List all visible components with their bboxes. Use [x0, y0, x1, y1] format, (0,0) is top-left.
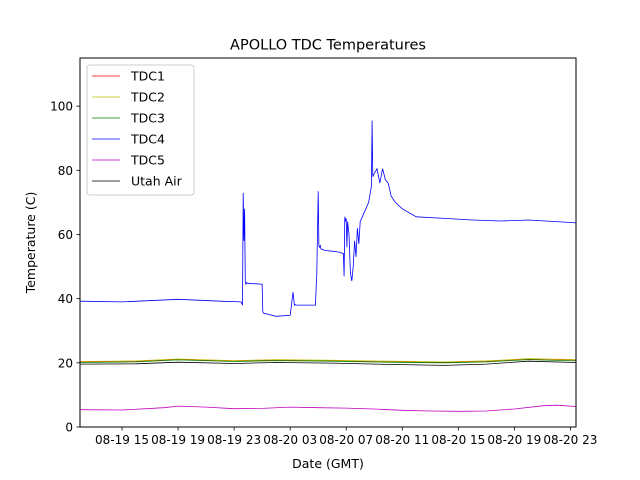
legend-label: TDC3 — [130, 111, 165, 126]
legend-label: TDC4 — [130, 132, 165, 147]
legend-box — [86, 64, 195, 196]
y-tick-label: 40 — [58, 292, 73, 306]
legend-label: Utah Air — [131, 174, 183, 189]
x-tick-label: 08-20 07 — [319, 433, 373, 447]
plot-area — [80, 120, 576, 412]
x-tick-label: 08-20 15 — [431, 433, 485, 447]
x-tick-label: 08-20 23 — [543, 433, 597, 447]
chart-title: APOLLO TDC Temperatures — [230, 38, 426, 54]
x-axis-label: Date (GMT) — [292, 456, 364, 471]
y-tick-label: 0 — [65, 421, 73, 435]
series-line-utah-air — [80, 360, 576, 366]
series-line-tdc2 — [80, 358, 576, 363]
y-tick-label: 80 — [58, 164, 73, 178]
series-line-tdc4 — [80, 120, 576, 317]
y-tick-label: 20 — [58, 356, 73, 370]
legend-label: TDC1 — [130, 69, 165, 84]
legend: TDC1 TDC2 TDC3 TDC4 TDC5 Utah Air — [86, 64, 195, 196]
x-tick-label: 08-20 19 — [487, 433, 541, 447]
y-tick-label: 100 — [50, 100, 73, 114]
legend-label: TDC5 — [130, 153, 165, 168]
x-tick-label: 08-19 19 — [151, 433, 205, 447]
series-line-tdc3 — [80, 359, 576, 364]
x-tick-label: 08-19 15 — [95, 433, 149, 447]
x-tick-label: 08-19 23 — [207, 433, 261, 447]
x-tick-label: 08-20 11 — [375, 433, 429, 447]
axes-frame — [79, 57, 577, 428]
x-tick-label: 08-20 03 — [263, 433, 317, 447]
series-line-tdc5 — [80, 404, 576, 412]
y-axis-ticks: 0 20 40 60 80 100 — [50, 100, 80, 435]
x-axis-ticks: 08-19 15 08-19 19 08-19 23 08-20 03 08-20 07… — [95, 427, 597, 447]
y-tick-label: 60 — [58, 228, 73, 242]
legend-label: TDC2 — [130, 90, 165, 105]
y-axis-label: Temperature (C) — [23, 192, 38, 295]
